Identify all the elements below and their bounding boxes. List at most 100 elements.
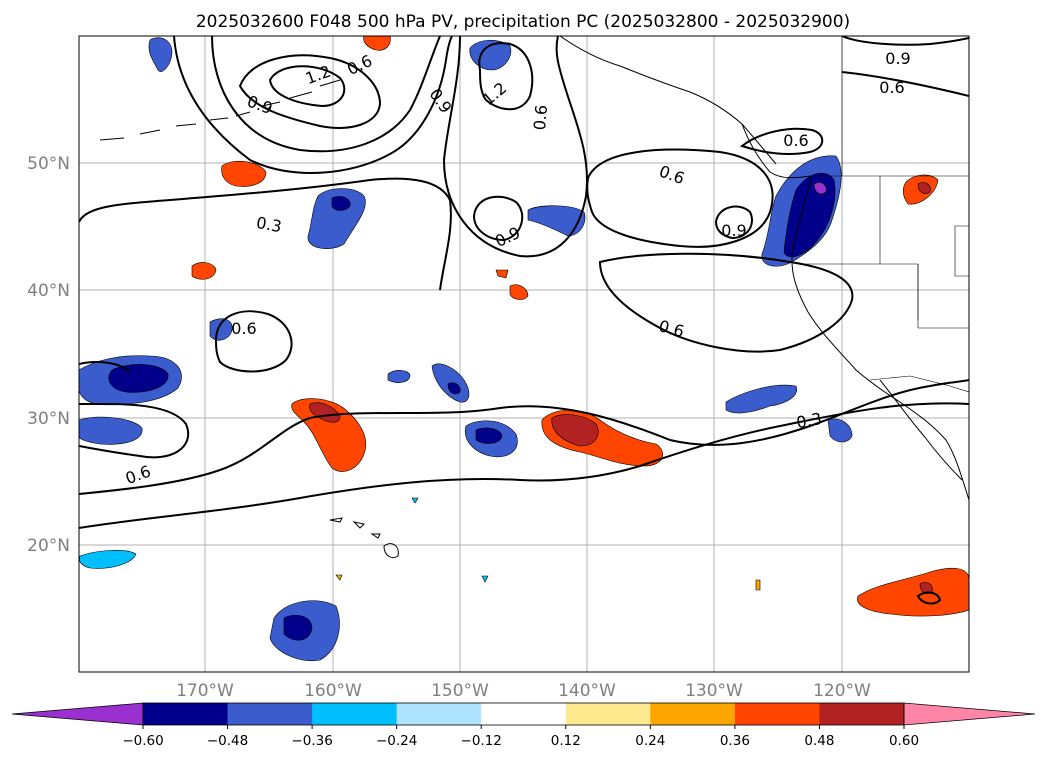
pv-contour — [841, 71, 969, 97]
pv-contour — [268, 65, 346, 108]
coastlines — [99, 36, 969, 501]
colorbar-tick-label: −0.12 — [461, 733, 502, 749]
precip-blob — [827, 418, 853, 443]
contour-label: 0.6 — [879, 78, 904, 97]
map-frame — [78, 35, 970, 673]
precip-blob — [309, 402, 341, 423]
pv-contour — [714, 205, 753, 240]
pv-contour — [586, 148, 774, 248]
colorbar-segment — [650, 703, 736, 725]
lon-label: 150°W — [431, 681, 489, 701]
precip-blob — [475, 427, 503, 444]
precip-blob — [481, 575, 489, 583]
pv-contour — [598, 252, 854, 353]
colorbar-segment — [565, 703, 651, 725]
colorbar-tick-label: 0.48 — [804, 733, 834, 749]
lon-label: 140°W — [558, 681, 616, 701]
island — [329, 517, 343, 523]
colorbar: −0.60 −0.48 −0.36 −0.24 −0.12 0.12 0.24 0.36 0.4… — [11, 702, 1036, 749]
lat-label: 40°N — [27, 281, 70, 301]
precip-blob — [331, 196, 351, 211]
precip-blob — [148, 37, 173, 72]
contour-label: 0.9 — [721, 221, 746, 240]
contour-label: 0.9 — [885, 49, 910, 68]
precip-blob — [917, 182, 931, 194]
lat-label: 30°N — [27, 409, 70, 429]
island — [352, 521, 366, 529]
colorbar-frame — [142, 702, 905, 726]
lon-label: 130°W — [685, 681, 743, 701]
precip-blob — [411, 497, 419, 504]
colorbar-segment — [734, 703, 820, 725]
precip-blob — [335, 574, 343, 581]
pv-contour — [478, 42, 534, 111]
pv-contour — [238, 54, 382, 129]
colorbar-tick-label: −0.24 — [376, 733, 417, 749]
lon-label: 170°W — [176, 681, 234, 701]
pv-contour — [739, 127, 824, 155]
pv-contour — [442, 36, 588, 258]
colorbar-segment — [312, 703, 398, 725]
border-state-north — [841, 36, 969, 277]
coastline-alaska — [559, 36, 777, 165]
latitude-labels: 50°N 40°N 30°N 20°N — [27, 154, 70, 556]
pv-contour — [79, 361, 189, 459]
precip-blob — [495, 269, 509, 279]
colorbar-tick-label: 0.12 — [551, 733, 581, 749]
pv-contour — [214, 310, 293, 373]
map-panel: 1.2 0.6 0.9 0.9 1.2 0.6 0.6 0.9 0.9 0.9 … — [78, 35, 970, 673]
borders — [800, 36, 969, 393]
pv-contours — [79, 36, 969, 605]
colorbar-tick-label: −0.48 — [207, 733, 248, 749]
precip-blob — [307, 188, 366, 249]
precip-blob — [363, 36, 391, 51]
lat-label: 50°N — [27, 154, 70, 174]
colorbar-tick-label: 0.24 — [635, 733, 665, 749]
pv-contour — [79, 177, 452, 291]
islands-hawaii — [329, 517, 399, 559]
pv-contour — [173, 36, 453, 174]
coastline-us-west — [791, 175, 969, 501]
precip-blob — [813, 182, 827, 195]
island — [370, 533, 381, 539]
coastline-bc — [741, 123, 811, 179]
colorbar-segment — [396, 703, 482, 725]
colorbar-tick-label: 0.36 — [720, 733, 750, 749]
precip-blob — [283, 615, 313, 641]
pv-contour — [841, 36, 969, 46]
colorbar-segment — [819, 703, 905, 725]
precip-blob — [755, 579, 761, 591]
map-background — [79, 36, 969, 672]
contour-label: 0.6 — [231, 319, 256, 338]
precip-blob — [857, 567, 969, 617]
colorbar-segment — [904, 703, 1035, 725]
island — [383, 543, 399, 559]
pv-contour — [211, 36, 441, 153]
border-us-mexico — [869, 375, 969, 393]
precip-blob — [447, 382, 461, 395]
precip-blob — [527, 205, 586, 237]
colorbar-tick-label: −0.60 — [122, 733, 163, 749]
coastline-baja — [879, 379, 963, 481]
precip-blob — [551, 414, 599, 447]
precip-blob — [108, 364, 169, 393]
colorbar-tick-label: 0.60 — [889, 733, 919, 749]
precip-blob — [191, 262, 217, 280]
contour-label: 0.6 — [530, 104, 551, 131]
border-nevada — [917, 264, 969, 329]
precip-blob — [509, 284, 529, 300]
pv-contour — [79, 379, 969, 495]
gridlines — [79, 36, 969, 672]
pv-contour — [79, 402, 969, 529]
colorbar-ticks: −0.60 −0.48 −0.36 −0.24 −0.12 0.12 0.24 0.36 0.4… — [122, 725, 919, 749]
precip-positive-areas — [191, 36, 969, 617]
precip-blob — [79, 550, 137, 569]
lon-label: 160°W — [304, 681, 362, 701]
lat-label: 20°N — [27, 536, 70, 556]
contour-label: 0.3 — [795, 409, 823, 432]
colorbar-segment — [227, 703, 313, 725]
pv-contour — [916, 591, 942, 605]
colorbar-segment — [481, 703, 567, 725]
contour-label: 0.6 — [783, 131, 808, 150]
